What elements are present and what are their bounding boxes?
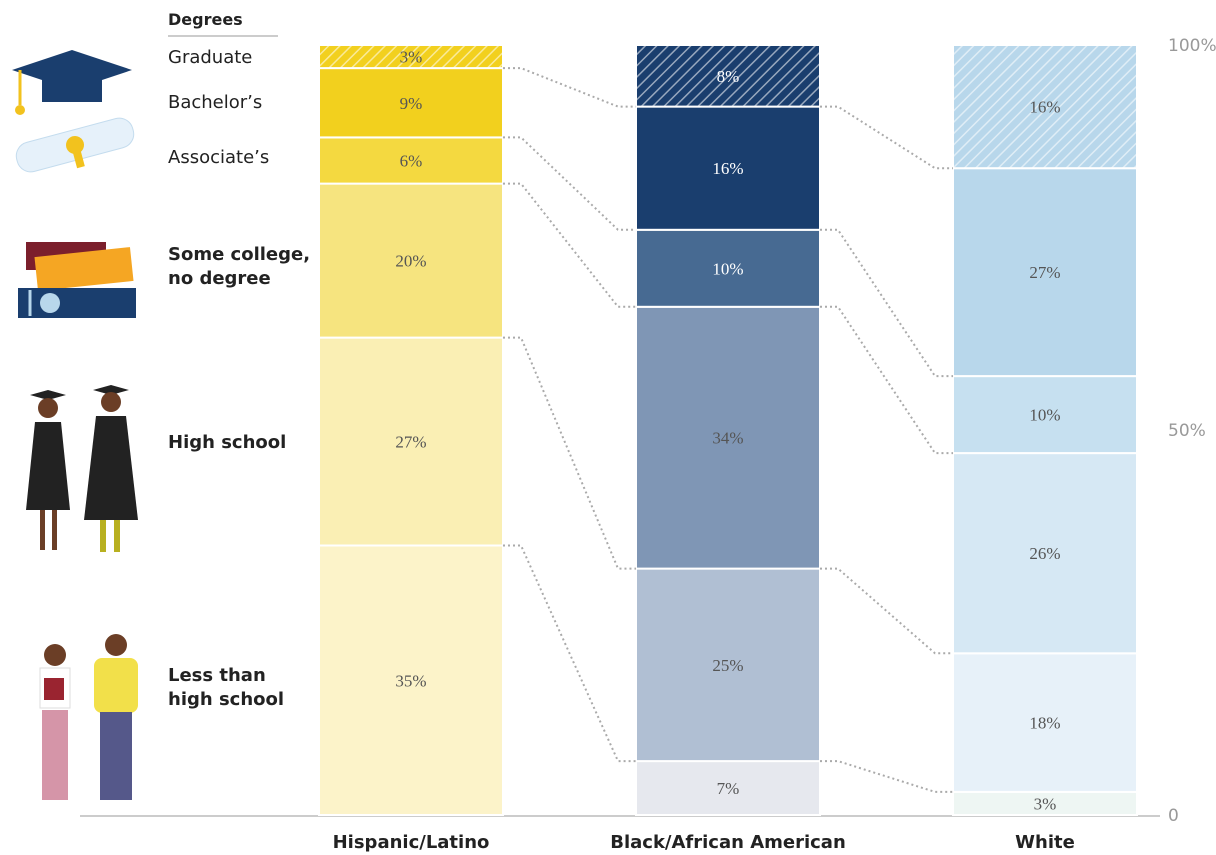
connector [820,105,953,170]
bar-segment [318,67,504,139]
y-tick-label: 0 [1168,806,1179,826]
bar-segment [635,105,821,231]
bar-segment [635,228,821,308]
value-label: 27% [395,433,426,452]
y-tick-label: 100% [1168,36,1216,56]
connector [503,336,636,570]
connector [503,67,636,108]
value-label: 10% [712,259,743,278]
connector [503,544,636,763]
value-label: 26% [1029,544,1060,563]
bar-segment [952,44,1138,170]
legend-label: Associate’s [168,147,270,168]
connector [503,182,636,308]
cap-icon [12,50,132,115]
legend-label: Less than high school [168,665,285,710]
value-label: 18% [1029,714,1060,733]
connector [820,567,953,655]
value-label: 16% [712,159,743,178]
bar-segment [318,544,504,816]
connector [820,760,953,793]
connector [503,136,636,231]
legend-title: Degrees [168,10,278,37]
bar-segment [318,182,504,339]
legend-label: Some college, no degree [168,244,311,289]
bar-segment [952,375,1138,455]
value-label: 3% [1034,794,1057,813]
bar-segment [635,567,821,763]
value-label: 3% [400,48,423,67]
bar-segment [635,305,821,570]
bar-segment [318,336,504,547]
legend-label: High school [168,432,287,453]
connector [820,228,953,378]
bar-segment [318,44,504,70]
value-label: 8% [717,67,740,86]
value-label: 35% [395,671,426,690]
connector [820,305,953,455]
books-icon [18,242,136,318]
x-tick-label: White [1015,832,1075,853]
bar-segment [952,652,1138,793]
value-label: 20% [395,252,426,271]
legend-label: Graduate [168,47,253,68]
value-label: 9% [400,94,423,113]
value-label: 34% [712,429,743,448]
diploma-icon [15,117,135,173]
bar-segment [952,452,1138,655]
y-tick-label: 50% [1168,421,1206,441]
value-label: 25% [712,656,743,675]
legend-label: Bachelor’s [168,92,263,113]
x-tick-label: Hispanic/Latino [333,832,490,853]
value-label: 27% [1029,263,1060,282]
bar-segment [952,167,1138,378]
value-label: 16% [1029,98,1060,117]
value-label: 7% [717,779,740,798]
x-tick-label: Black/African American [610,832,846,853]
graduates-icon [26,385,138,552]
value-label: 6% [400,152,423,171]
bar-segment [635,44,821,108]
value-label: 10% [1029,406,1060,425]
students-icon [39,634,138,800]
